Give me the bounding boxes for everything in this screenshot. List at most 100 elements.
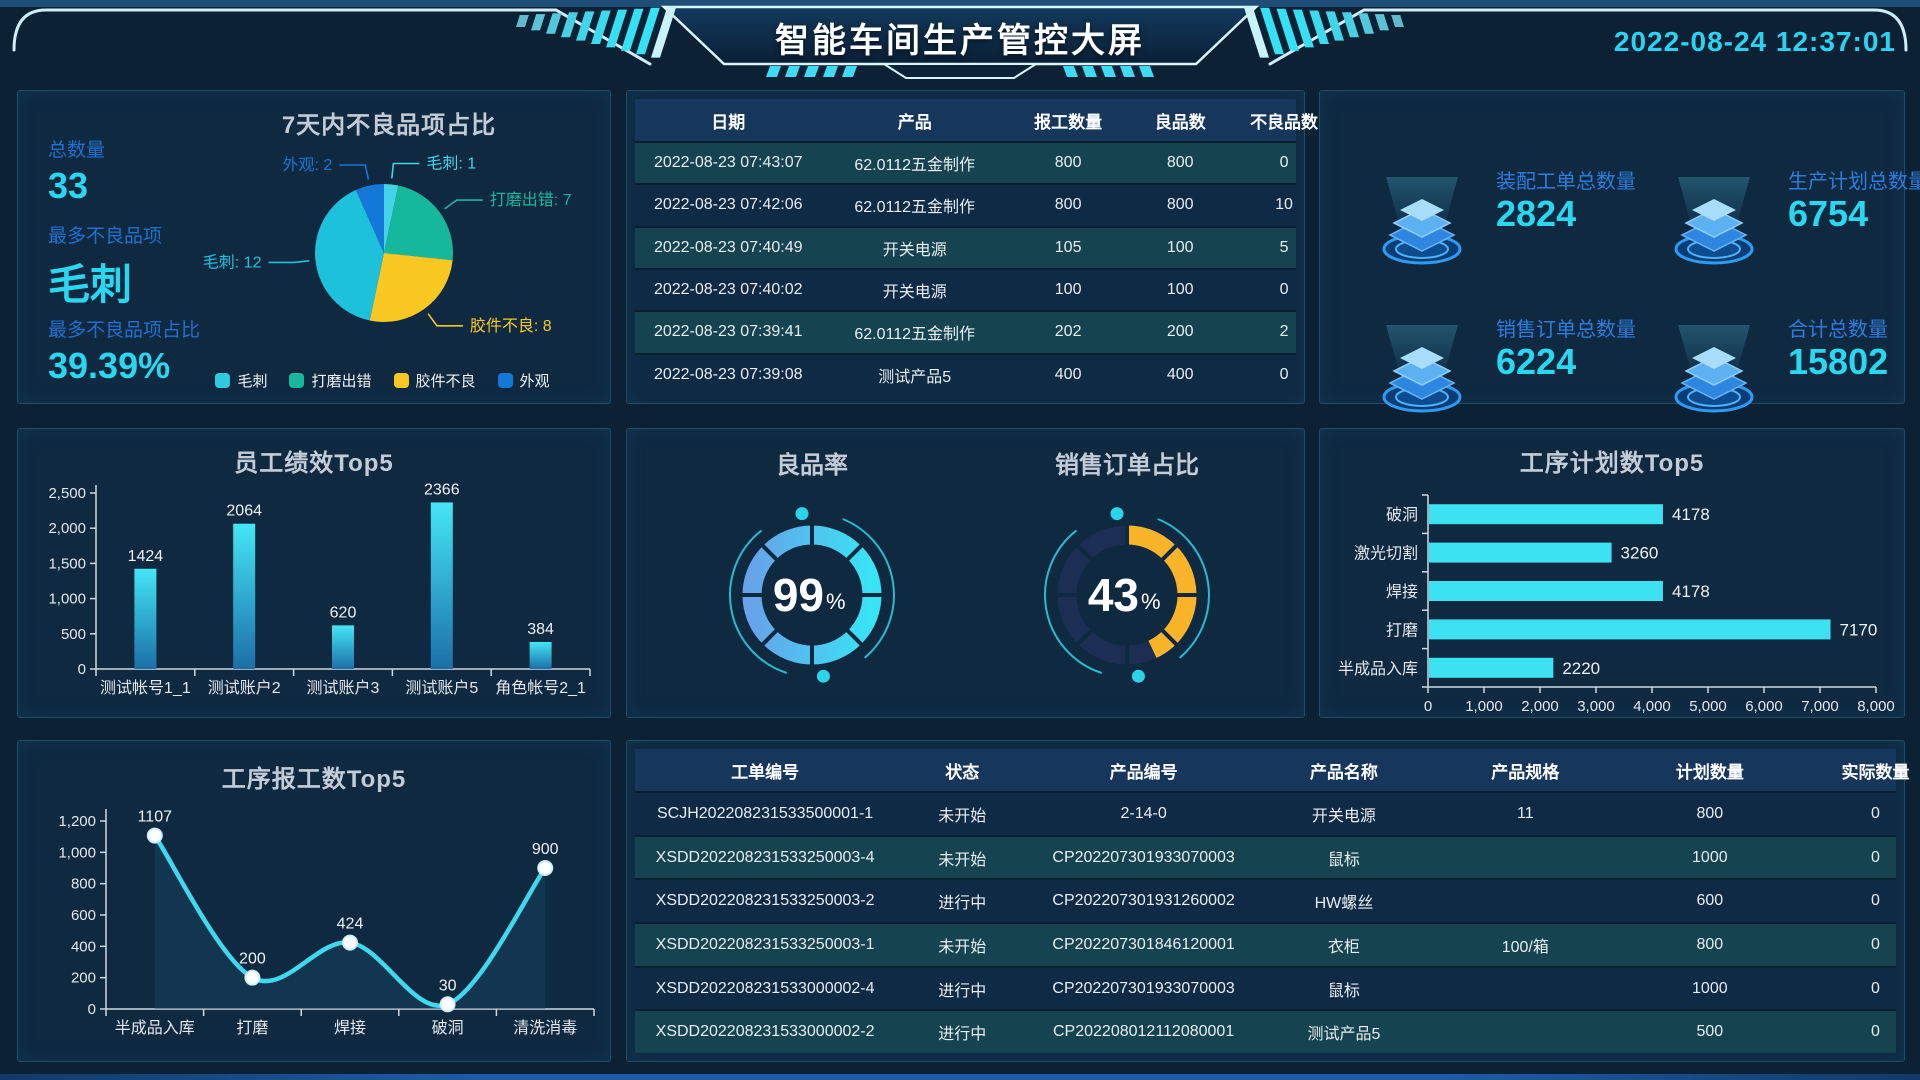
- line-value-label: 30: [439, 977, 457, 994]
- pie-callout-label: 打磨出错: 7: [490, 191, 572, 209]
- header-slash: [1374, 14, 1389, 31]
- table-cell: SCJH202208231533500001-1: [657, 804, 874, 822]
- legend-swatch: [215, 373, 231, 388]
- table-cell: 100/箱: [1501, 938, 1549, 956]
- process-report-panel: 工序报工数Top5 0 200 400 600 800 1,000 1,200 1107 半成品…: [17, 740, 611, 1062]
- header-slash: [1309, 10, 1329, 44]
- legend-label: 毛刺: [237, 373, 268, 390]
- table-row: XSDD202208231533000002-2 进行中 CP20220801211…: [635, 1009, 1896, 1054]
- legend-label: 打磨出错: [311, 373, 372, 390]
- pie-callout-line: [391, 162, 420, 179]
- table-cell: CP202207301933070003: [1052, 979, 1235, 997]
- svg-text:1,000: 1,000: [58, 844, 96, 861]
- hbar-category-label: 破洞: [1386, 506, 1418, 524]
- table-cell: 800: [1696, 804, 1724, 822]
- table-cell: XSDD202208231533000002-4: [655, 979, 875, 997]
- table-row: XSDD202208231533250003-2 进行中 CP20220730193…: [635, 878, 1896, 923]
- bar-value-label: 2064: [226, 503, 262, 520]
- table-cell: 开关电源: [1311, 807, 1376, 825]
- gauge-decor-dot: [795, 507, 809, 521]
- svg-text:500: 500: [61, 626, 86, 643]
- table-cell: 62.0112五金制作: [854, 157, 976, 175]
- table-cell: 开关电源: [882, 284, 947, 302]
- legend-swatch: [497, 373, 513, 388]
- svg-text:400: 400: [71, 938, 96, 955]
- table-row: XSDD202208231533000002-4 进行中 CP20220730193…: [635, 965, 1896, 1010]
- table-row: XSDD202208231533250003-4 未开始 CP20220730193…: [635, 834, 1896, 879]
- header-slash: [1342, 12, 1359, 38]
- hbar: [1429, 542, 1612, 563]
- table-row: 2022-08-23 07:42:06 62.0112五金制作 800 800 10: [635, 183, 1296, 226]
- table-row: 2022-08-23 07:40:49 开关电源 105 100 5: [635, 225, 1296, 268]
- table-cell: 800: [1166, 196, 1194, 214]
- hbar-value-label: 2220: [1562, 659, 1600, 678]
- table-cell: 衣柜: [1327, 938, 1360, 956]
- table-cell: 800: [1054, 154, 1082, 172]
- header-slash: [636, 7, 660, 55]
- bar-value-label: 620: [330, 604, 357, 621]
- table-cell: 100: [1166, 238, 1194, 256]
- stat-card-icon: [1668, 325, 1760, 417]
- svg-text:0: 0: [1424, 698, 1432, 715]
- pie-callout-label: 毛刺: 12: [203, 253, 262, 271]
- hbar: [1429, 504, 1663, 525]
- header-dash: [1101, 66, 1116, 77]
- stat-cards-panel: 装配工单总数量 2824 生产计划总数量 6754 销售订单总数量 6224 合计总数…: [1319, 90, 1920, 413]
- order-table: 工单编号 状态 产品编号 产品名称 产品规格 计划数量 实际数量 SCJH2022082315…: [635, 749, 1909, 1054]
- bar-value-label: 2366: [424, 481, 460, 498]
- gauge-value: 43: [1088, 569, 1139, 621]
- table-row: SCJH202208231533500001-1 未开始 2-14-0 开关电源 11 8…: [635, 791, 1896, 835]
- table-cell: 鼠标: [1327, 851, 1360, 869]
- gauge-decor-dot: [1110, 507, 1124, 521]
- datetime-display: 2022-08-24 12:37:01: [1613, 26, 1896, 57]
- table-cell: CP202207301931260002: [1052, 892, 1235, 910]
- stat-card-icon: [1376, 325, 1468, 417]
- table-cell: CP202207301933070003: [1052, 848, 1235, 866]
- pie-callout-line: [444, 199, 483, 210]
- header-slash: [1243, 6, 1269, 58]
- svg-text:600: 600: [71, 907, 96, 924]
- gauges-panel: 良品率 销售订单占比 99% 43%: [626, 428, 1305, 718]
- table-cell: 500: [1696, 1023, 1724, 1041]
- hbar-category-label: 激光切割: [1354, 545, 1418, 563]
- bar: [529, 641, 552, 669]
- line-area: [154, 835, 546, 1009]
- table-cell: 未开始: [938, 938, 987, 956]
- table-cell: 600: [1696, 892, 1724, 910]
- report-table: 日期 产品 报工数量 良品数 不良品数 2022-08-23 07:43:07 62.011…: [635, 99, 1318, 395]
- table-cell: 0: [1871, 1023, 1880, 1041]
- pie-callout-line: [427, 313, 463, 327]
- header-slash: [1391, 15, 1404, 27]
- stat-card-label: 销售订单总数量: [1496, 319, 1636, 341]
- table-cell: 0: [1871, 935, 1880, 953]
- table-cell: 2022-08-23 07:39:41: [653, 323, 803, 341]
- table-cell: 日期: [711, 112, 746, 132]
- stat-card-label: 装配工单总数量: [1496, 171, 1636, 193]
- pie-slice: [384, 185, 453, 261]
- stat-card-label: 合计总数量: [1788, 319, 1888, 341]
- line-value-label: 900: [532, 841, 559, 858]
- hbar: [1429, 657, 1554, 678]
- stat-card-icon: [1376, 177, 1468, 269]
- pie-legend: 毛刺 打磨出错 胶件不良 外观: [163, 370, 602, 391]
- header-slash: [591, 10, 611, 44]
- header-dash: [804, 66, 819, 77]
- table-cell: 62.0112五金制作: [854, 326, 976, 344]
- svg-text:800: 800: [71, 876, 96, 893]
- bar-category-label: 测试账户3: [307, 679, 380, 697]
- header-slash: [1358, 13, 1374, 34]
- table-header-row: 日期 产品 报工数量 良品数 不良品数: [635, 99, 1318, 141]
- table-cell: 105: [1054, 238, 1082, 256]
- employee-performance-panel: 员工绩效Top5 0 500 1,000 1,500 2,000 2,500 1424 测试帐…: [17, 428, 611, 718]
- table-row: 2022-08-23 07:39:41 62.0112五金制作 202 200 2: [635, 310, 1296, 353]
- bar-category-label: 测试账户2: [208, 679, 281, 697]
- header-dash: [1120, 66, 1135, 77]
- header-dash: [1139, 66, 1154, 77]
- table-cell: 进行中: [938, 1026, 987, 1044]
- table-cell: 未开始: [938, 807, 987, 825]
- stacked-layers-icon: [1674, 177, 1754, 265]
- svg-text:7,000: 7,000: [1801, 698, 1839, 715]
- table-cell: 800: [1054, 196, 1082, 214]
- table-row: 2022-08-23 07:39:08 测试产品5 400 400 0: [635, 352, 1296, 395]
